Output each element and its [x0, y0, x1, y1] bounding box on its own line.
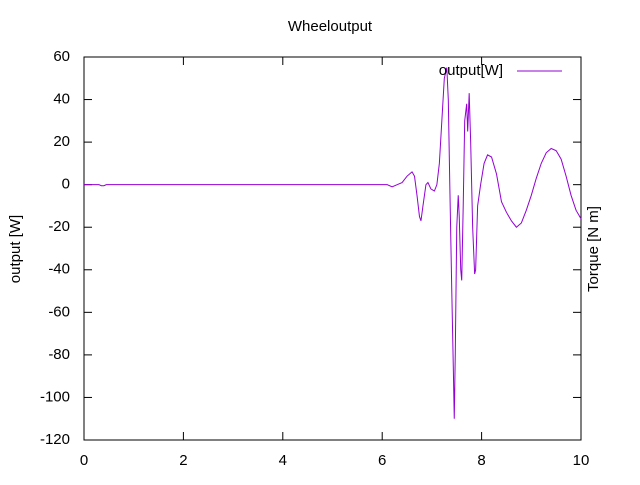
y-tick-label: 20 [53, 133, 70, 150]
data-line [84, 67, 582, 419]
y-tick-label: -100 [40, 388, 70, 405]
y-tick-label: -60 [48, 303, 70, 320]
x-tick-label: 10 [573, 452, 590, 469]
x-tick-label: 2 [179, 452, 187, 469]
plot-border [83, 56, 582, 441]
y-tick-label: 60 [53, 48, 70, 65]
x-tick-label: 4 [279, 452, 287, 469]
y-tick-label: -120 [40, 431, 70, 448]
legend-label: output[W] [439, 62, 503, 79]
y-tick-label: -80 [48, 346, 70, 363]
x-tick-label: 0 [80, 452, 88, 469]
y-axis-label: output [W] [7, 215, 24, 283]
y-tick-label: 0 [62, 176, 70, 193]
chart-title: Wheeloutput [288, 18, 373, 35]
y-tick-label: -20 [48, 218, 70, 235]
x-tick-label: 8 [477, 452, 485, 469]
x-tick-label: 6 [378, 452, 386, 469]
y-tick-label: 40 [53, 91, 70, 108]
y-tick-label: -40 [48, 261, 70, 278]
y2-axis-label: Torque [N m] [585, 206, 602, 292]
